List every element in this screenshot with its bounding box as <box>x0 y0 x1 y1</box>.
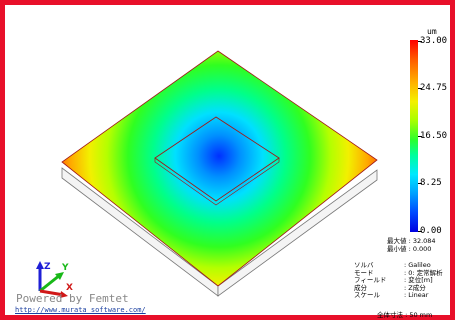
info-row-component: 成分 : Z成分 <box>354 283 443 293</box>
info-row-solver: ソルバ : Galileo <box>354 261 443 270</box>
legend-unit: um <box>427 27 437 36</box>
colorbar <box>410 40 418 232</box>
info-value: : 変位[m] <box>404 276 433 284</box>
result-stats: 最大値 : 32.084 最小値 : 0.000 <box>387 237 436 253</box>
analysis-info: ソルバ : Galileo モード : 0: 定常解析 フィールド : 変位[m… <box>354 261 443 300</box>
info-value: : Z成分 <box>404 283 426 292</box>
info-key: スケール <box>354 291 380 299</box>
colorbar-tick <box>418 136 422 137</box>
chip-outline <box>154 116 280 202</box>
info-value: : Galileo <box>404 261 431 269</box>
info-row-field: フィールド : 変位[m] <box>354 276 443 285</box>
colorbar-tick-label: 0.00 <box>420 226 442 236</box>
colorbar-tick-label: 16.50 <box>420 131 448 141</box>
colorbar-gradient <box>410 40 418 232</box>
min-value: 最小値 : 0.000 <box>387 244 432 253</box>
y-axis-label: Y <box>61 263 69 273</box>
vendor-link[interactable]: http://www.murata software.com/ <box>15 306 146 314</box>
colorbar-tick <box>418 231 422 232</box>
info-key: ソルバ <box>354 261 374 269</box>
powered-by-text: Powered by Femtet <box>16 292 129 305</box>
plate-side-right <box>217 169 378 297</box>
info-key: 成分 <box>354 283 367 292</box>
info-key: モード <box>354 268 374 277</box>
plate-top-surface <box>61 50 378 287</box>
colorbar-tick-label: 33.00 <box>420 36 448 46</box>
xyz-triad-icon: Z Y X <box>36 261 73 298</box>
overall-dimension: 全体寸法 : 50 mm <box>377 311 433 319</box>
chip-edge <box>154 158 280 206</box>
max-value: 最大値 : 32.084 <box>387 237 436 245</box>
info-value: : Linear <box>404 291 429 299</box>
info-value: : 0: 定常解析 <box>404 268 443 277</box>
colorbar-tick <box>418 88 422 89</box>
x-axis-label: X <box>66 283 73 293</box>
z-axis-label: Z <box>44 262 51 272</box>
info-key: フィールド <box>354 276 387 284</box>
info-row-scale: スケール : Linear <box>354 291 443 300</box>
info-row-mode: モード : 0: 定常解析 <box>354 268 443 278</box>
colorbar-tick <box>418 41 422 42</box>
colorbar-tick-label: 8.25 <box>420 178 442 188</box>
colorbar-tick-label: 24.75 <box>420 83 448 93</box>
colorbar-tick <box>418 183 422 184</box>
